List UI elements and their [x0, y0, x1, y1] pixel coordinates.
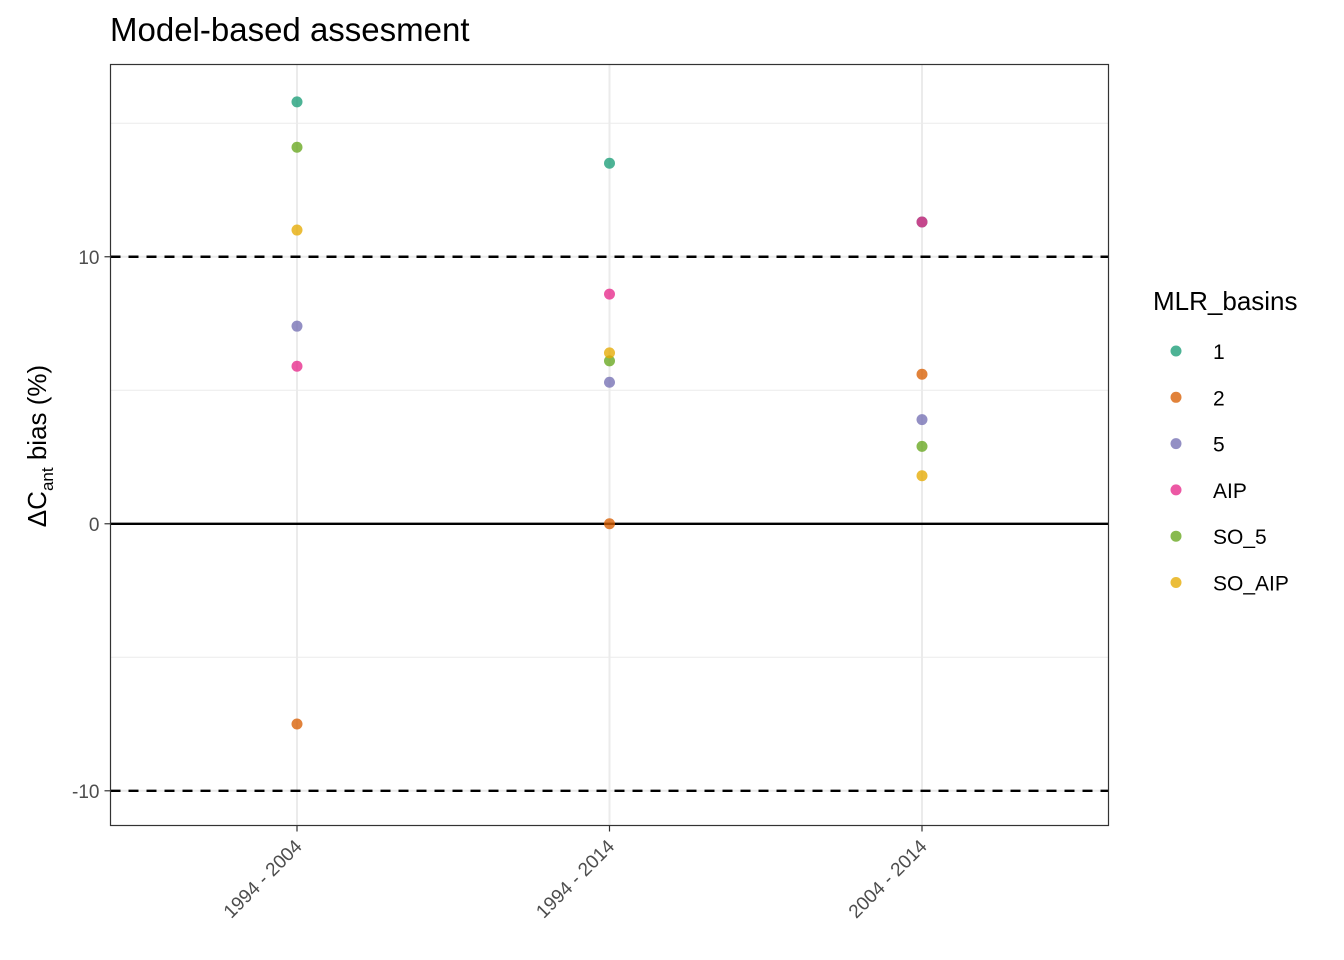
- legend-key: [1170, 391, 1182, 403]
- y-axis-title-subscript: ant: [38, 467, 57, 491]
- data-point: [916, 470, 928, 482]
- y-tick-label: -10: [72, 782, 99, 803]
- data-point: [291, 224, 303, 236]
- legend: MLR_basins 1 2 5 AIP SO_5 SO_AIP: [1153, 286, 1298, 596]
- data-point: [604, 355, 615, 367]
- legend-label: 5: [1213, 434, 1225, 457]
- data-point: [916, 368, 928, 380]
- legend-title: MLR_basins: [1153, 286, 1298, 316]
- legend-key: [1170, 438, 1182, 450]
- legend-label: AIP: [1213, 480, 1247, 503]
- svg-text:ΔCant bias (%): ΔCant bias (%): [22, 365, 57, 527]
- legend-key: [1170, 530, 1182, 542]
- x-tick-label: 1994 - 2014: [532, 836, 619, 923]
- y-axis-title: ΔCant bias (%): [22, 365, 57, 527]
- data-point: [604, 518, 615, 530]
- data-point: [291, 141, 303, 153]
- data-point: [291, 96, 303, 108]
- legend-label: 1: [1213, 341, 1225, 364]
- y-axis-title-prefix: ΔC: [22, 491, 52, 527]
- legend-key: [1170, 484, 1182, 496]
- legend-label: 2: [1213, 387, 1225, 410]
- grid: [110, 64, 1109, 826]
- legend-key: [1170, 345, 1182, 357]
- y-axis-title-suffix: bias (%): [22, 365, 52, 468]
- chart-title: Model-based assesment: [110, 11, 470, 48]
- legend-label: SO_5: [1213, 526, 1267, 549]
- x-tick-label: 2004 - 2014: [845, 836, 932, 923]
- legend-key: [1170, 577, 1182, 588]
- data-point: [604, 347, 615, 359]
- y-tick-label: 10: [78, 248, 99, 269]
- data-point: [604, 288, 615, 300]
- data-points: [291, 96, 928, 730]
- data-point: [916, 216, 928, 228]
- data-point: [604, 157, 615, 169]
- data-point: [916, 414, 928, 426]
- y-axis: -10 0 10: [72, 248, 111, 803]
- x-axis: 1994 - 2004 1994 - 2014 2004 - 2014: [220, 825, 932, 923]
- data-point: [291, 360, 303, 372]
- legend-label: SO_AIP: [1213, 573, 1289, 596]
- data-point: [291, 320, 303, 332]
- y-tick-label: 0: [89, 515, 100, 536]
- data-point: [291, 718, 303, 730]
- data-point: [916, 440, 928, 452]
- data-point: [604, 376, 615, 388]
- x-tick-label: 1994 - 2004: [220, 836, 307, 923]
